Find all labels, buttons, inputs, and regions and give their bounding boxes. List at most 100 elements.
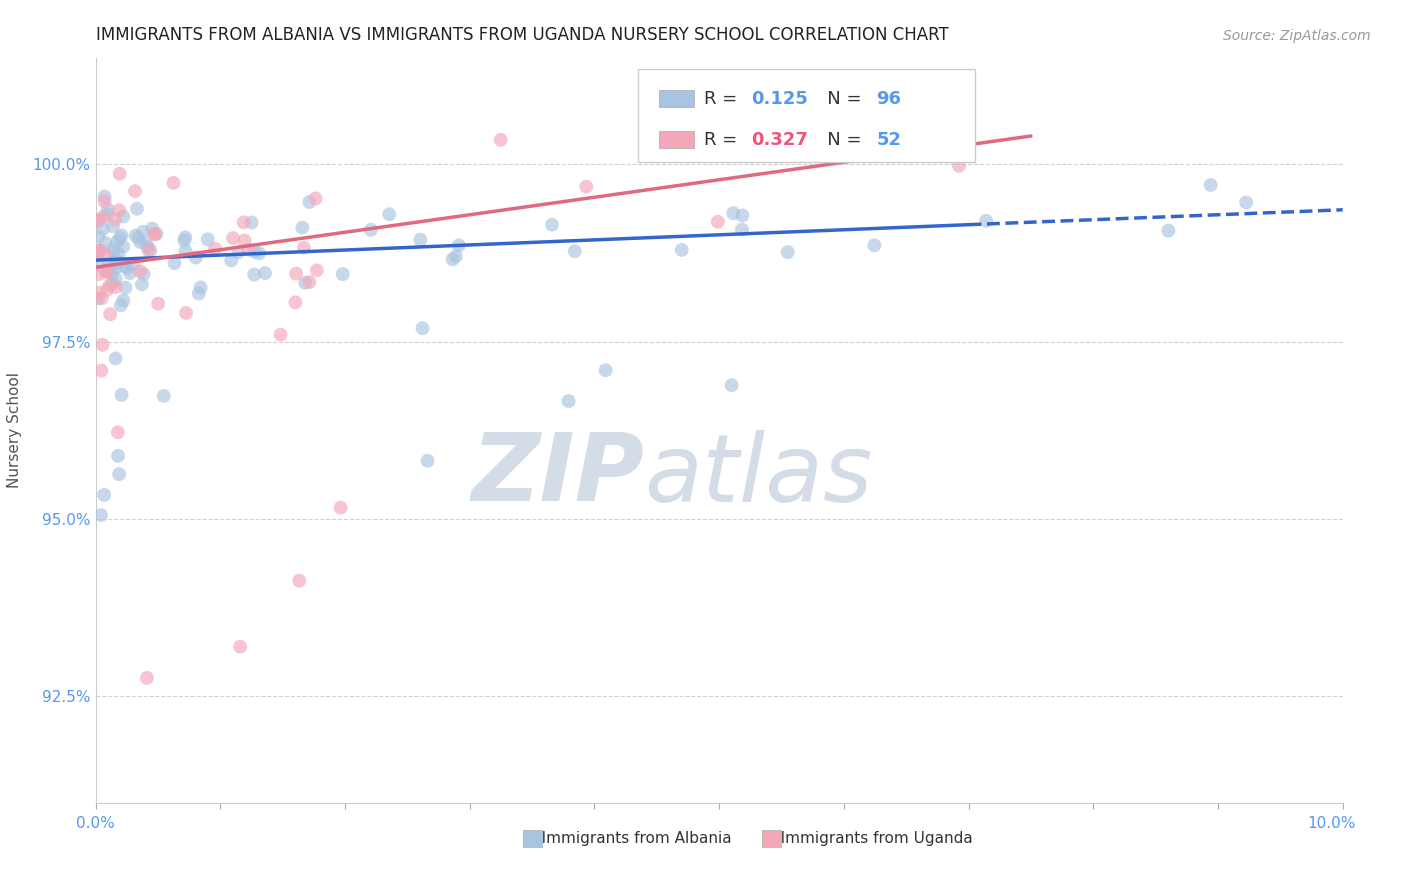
Text: N =: N =	[810, 131, 868, 149]
Point	[107, 449, 129, 463]
Point	[411, 321, 433, 335]
Point	[108, 203, 131, 218]
Point	[93, 194, 115, 208]
Point	[174, 244, 197, 258]
Point	[141, 221, 163, 235]
Point	[378, 207, 401, 221]
Point	[112, 210, 135, 224]
Point	[108, 467, 131, 482]
Point	[89, 244, 111, 258]
Point	[90, 508, 112, 522]
Point	[135, 671, 157, 685]
Point	[131, 277, 153, 292]
Point	[89, 244, 111, 258]
Point	[292, 241, 315, 255]
Point	[243, 268, 266, 282]
Point	[143, 227, 166, 242]
Point	[89, 267, 111, 281]
Point	[114, 281, 136, 295]
Point	[174, 306, 197, 320]
Point	[152, 389, 174, 403]
Point	[96, 283, 118, 297]
Point	[104, 351, 127, 366]
Point	[129, 235, 152, 249]
Point	[332, 267, 354, 281]
Point	[136, 240, 159, 254]
Point	[416, 454, 439, 468]
Point	[87, 248, 110, 262]
Point	[125, 202, 148, 216]
Y-axis label: Nursery School: Nursery School	[7, 372, 21, 489]
Point	[132, 267, 155, 281]
Point	[112, 240, 135, 254]
Point	[104, 272, 127, 286]
Point	[1157, 224, 1180, 238]
Point	[974, 214, 997, 228]
Text: Immigrants from Albania: Immigrants from Albania	[527, 831, 733, 846]
Point	[190, 280, 212, 294]
Point	[557, 394, 579, 409]
Point	[138, 244, 160, 258]
Point	[489, 133, 512, 147]
Point	[110, 228, 132, 243]
Point	[291, 220, 314, 235]
Point	[329, 500, 352, 515]
Point	[776, 245, 799, 260]
Point	[97, 202, 120, 217]
Point	[87, 258, 110, 272]
Point	[731, 222, 754, 236]
Point	[184, 251, 207, 265]
Point	[863, 238, 886, 252]
Text: 0.125: 0.125	[752, 89, 808, 108]
Point	[228, 245, 250, 260]
Point	[723, 206, 745, 220]
Point	[96, 264, 118, 278]
Point	[243, 244, 266, 259]
Point	[91, 222, 114, 236]
Text: 0.327: 0.327	[752, 131, 808, 149]
Text: ZIP: ZIP	[471, 429, 644, 521]
Point	[441, 252, 464, 267]
Point	[222, 231, 245, 245]
Point	[139, 244, 162, 258]
FancyBboxPatch shape	[638, 70, 974, 162]
Point	[87, 213, 110, 227]
Text: IMMIGRANTS FROM ALBANIA VS IMMIGRANTS FROM UGANDA NURSERY SCHOOL CORRELATION CHA: IMMIGRANTS FROM ALBANIA VS IMMIGRANTS FR…	[96, 26, 949, 44]
Point	[564, 244, 586, 259]
Point	[108, 167, 131, 181]
Point	[294, 276, 316, 290]
Point	[93, 488, 115, 502]
Point	[90, 291, 112, 305]
Point	[107, 255, 129, 269]
FancyBboxPatch shape	[659, 131, 695, 148]
Point	[731, 209, 754, 223]
Point	[117, 260, 139, 275]
Point	[101, 242, 124, 256]
Point	[749, 139, 772, 153]
Point	[823, 122, 845, 136]
Point	[91, 210, 114, 224]
Point	[595, 363, 617, 377]
Point	[105, 260, 128, 275]
Point	[298, 194, 321, 209]
Point	[1199, 178, 1222, 192]
Point	[114, 260, 136, 274]
Point	[91, 337, 114, 351]
Point	[87, 248, 110, 262]
Text: 96: 96	[876, 89, 901, 108]
Text: 0.0%: 0.0%	[76, 816, 115, 830]
Point	[232, 215, 254, 229]
Point	[187, 286, 209, 301]
Point	[108, 231, 131, 245]
Point	[94, 265, 117, 279]
Point	[105, 254, 128, 268]
Point	[98, 307, 121, 321]
Point	[101, 267, 124, 281]
Point	[575, 179, 598, 194]
Point	[105, 235, 128, 249]
Point	[107, 425, 129, 440]
Point	[219, 253, 242, 268]
Text: 10.0%: 10.0%	[1308, 816, 1355, 830]
Text: N =: N =	[810, 89, 868, 108]
Point	[124, 184, 146, 198]
